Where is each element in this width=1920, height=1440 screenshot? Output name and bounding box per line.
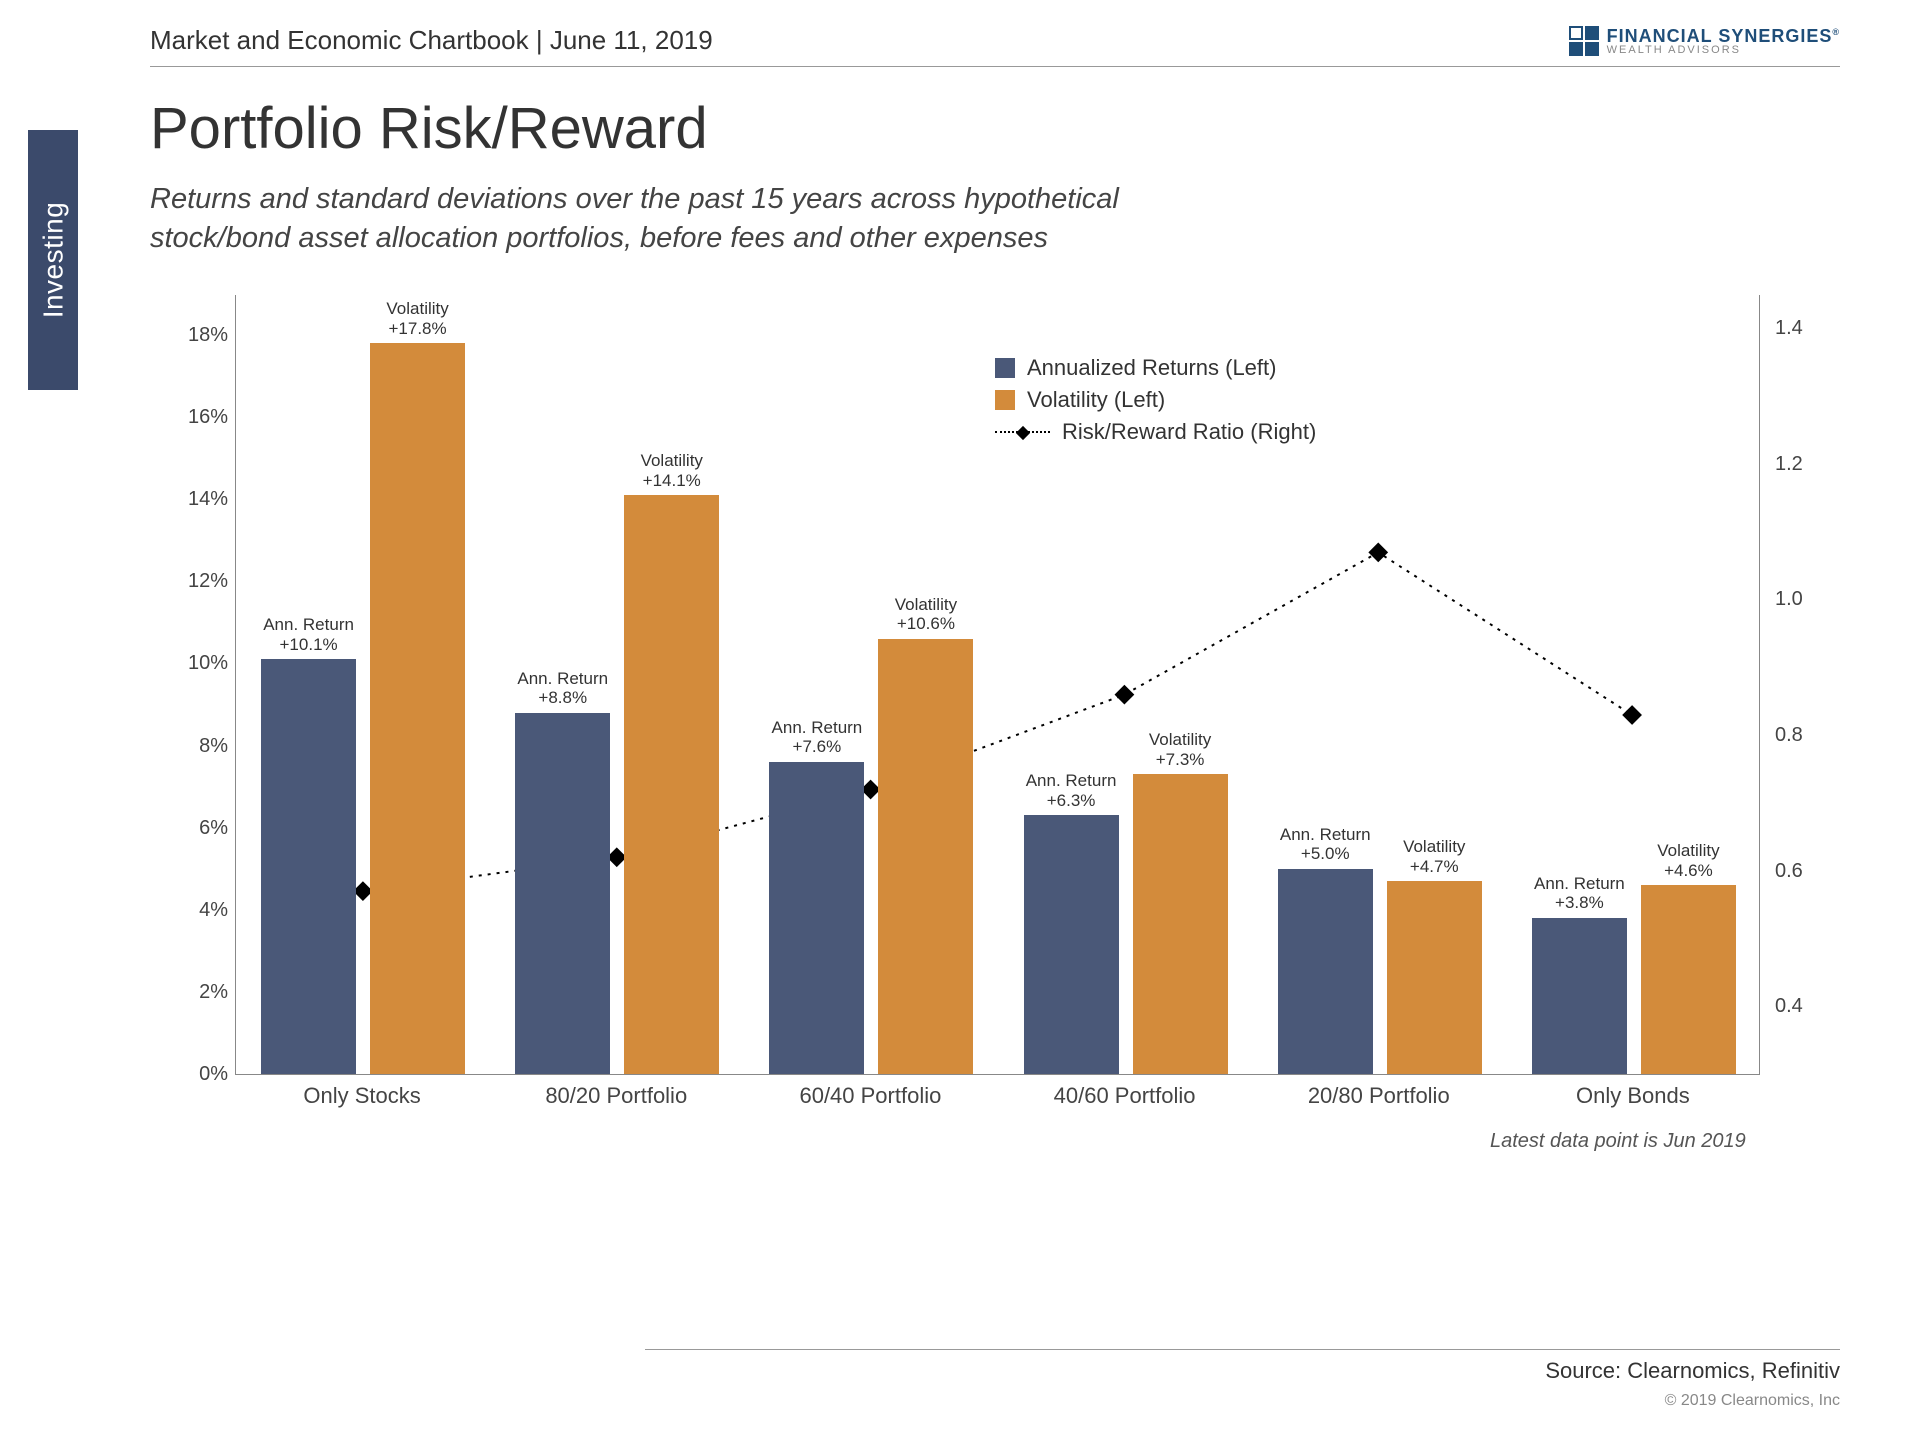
x-tick: 60/40 Portfolio	[799, 1083, 941, 1109]
x-tick: Only Stocks	[303, 1083, 420, 1109]
y-left-tick: 8%	[180, 735, 228, 758]
returns-bar-label: Ann. Return+7.6%	[772, 718, 863, 757]
brand-name: FINANCIAL SYNERGIES®	[1607, 27, 1840, 45]
legend-swatch-ratio	[995, 431, 1050, 433]
source-line: Source: Clearnomics, Refinitiv	[645, 1349, 1840, 1384]
y-left-tick: 0%	[180, 1063, 228, 1086]
y-left-tick: 10%	[180, 652, 228, 675]
legend-label: Volatility (Left)	[1027, 387, 1165, 413]
page-title: Portfolio Risk/Reward	[150, 95, 708, 162]
x-tick: 20/80 Portfolio	[1308, 1083, 1450, 1109]
y-left-tick: 18%	[180, 324, 228, 347]
volatility-bar	[1387, 881, 1482, 1074]
chart: Ann. Return+10.1% Volatility+17.8% Ann. Re…	[150, 295, 1840, 1130]
legend-row: Risk/Reward Ratio (Right)	[995, 419, 1316, 445]
returns-bar-label: Ann. Return+3.8%	[1534, 874, 1625, 913]
volatility-bar-label: Volatility+4.6%	[1657, 841, 1719, 880]
footer: Source: Clearnomics, Refinitiv © 2019 Cl…	[645, 1349, 1840, 1410]
header: Market and Economic Chartbook | June 11,…	[150, 25, 1840, 67]
returns-bar	[1278, 869, 1373, 1074]
volatility-bar	[1133, 774, 1228, 1074]
y-left-tick: 12%	[180, 570, 228, 593]
volatility-bar	[624, 495, 719, 1074]
page-subtitle: Returns and standard deviations over the…	[150, 180, 1250, 258]
y-left-tick: 6%	[180, 817, 228, 840]
volatility-bar-label: Volatility+17.8%	[386, 299, 448, 338]
brand-tagline: WEALTH ADVISORS	[1607, 45, 1840, 56]
y-right-tick: 0.4	[1775, 995, 1825, 1018]
logo-mark-icon	[1569, 26, 1599, 56]
returns-bar	[769, 762, 864, 1074]
y-left-tick: 4%	[180, 899, 228, 922]
sidebar-label: Investing	[37, 202, 69, 319]
sidebar-tab: Investing	[28, 130, 78, 390]
returns-bar-label: Ann. Return+8.8%	[517, 669, 608, 708]
y-right-tick: 0.8	[1775, 724, 1825, 747]
x-tick: 40/60 Portfolio	[1054, 1083, 1196, 1109]
volatility-bar-label: Volatility+7.3%	[1149, 730, 1211, 769]
x-tick: Only Bonds	[1576, 1083, 1690, 1109]
returns-bar	[1532, 918, 1627, 1074]
returns-bar	[1024, 815, 1119, 1074]
y-right-tick: 0.6	[1775, 860, 1825, 883]
legend-label: Annualized Returns (Left)	[1027, 355, 1276, 381]
returns-bar-label: Ann. Return+10.1%	[263, 615, 354, 654]
volatility-bar-label: Volatility+14.1%	[641, 451, 703, 490]
legend-row: Annualized Returns (Left)	[995, 355, 1316, 381]
legend-swatch-returns	[995, 358, 1015, 378]
volatility-bar	[1641, 885, 1736, 1074]
y-left-tick: 2%	[180, 981, 228, 1004]
chart-legend: Annualized Returns (Left) Volatility (Lef…	[995, 355, 1316, 451]
returns-bar-label: Ann. Return+5.0%	[1280, 825, 1371, 864]
y-right-tick: 1.0	[1775, 588, 1825, 611]
y-left-tick: 16%	[180, 406, 228, 429]
y-right-tick: 1.2	[1775, 453, 1825, 476]
y-left-tick: 14%	[180, 488, 228, 511]
legend-swatch-volatility	[995, 390, 1015, 410]
x-tick: 80/20 Portfolio	[545, 1083, 687, 1109]
volatility-bar-label: Volatility+4.7%	[1403, 837, 1465, 876]
y-right-tick: 1.4	[1775, 317, 1825, 340]
copyright-line: © 2019 Clearnomics, Inc	[645, 1392, 1840, 1410]
volatility-bar	[878, 639, 973, 1074]
legend-row: Volatility (Left)	[995, 387, 1316, 413]
volatility-bar-label: Volatility+10.6%	[895, 595, 957, 634]
legend-label: Risk/Reward Ratio (Right)	[1062, 419, 1316, 445]
brand-logo: FINANCIAL SYNERGIES® WEALTH ADVISORS	[1569, 26, 1840, 56]
returns-bar-label: Ann. Return+6.3%	[1026, 771, 1117, 810]
returns-bar	[261, 659, 356, 1074]
breadcrumb: Market and Economic Chartbook | June 11,…	[150, 25, 713, 56]
chart-note: Latest data point is Jun 2019	[1490, 1130, 1746, 1153]
volatility-bar	[370, 343, 465, 1074]
returns-bar	[515, 713, 610, 1074]
